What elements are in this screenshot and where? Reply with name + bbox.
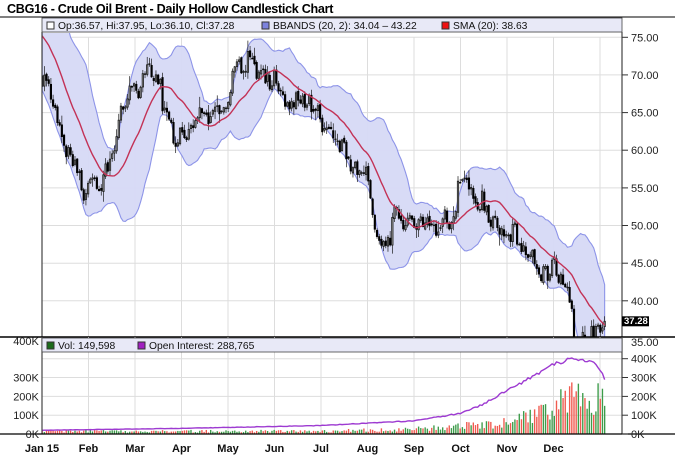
svg-text:Aug: Aug [357,443,378,455]
svg-text:400K: 400K [13,336,39,348]
svg-text:100K: 100K [13,410,39,422]
svg-text:55.00: 55.00 [631,183,659,195]
svg-text:Feb: Feb [79,443,99,455]
svg-text:Jun: Jun [265,443,285,455]
svg-text:Vol: 149,598: Vol: 149,598 [58,341,116,352]
svg-text:37.28: 37.28 [624,316,648,327]
svg-text:100K: 100K [631,410,657,422]
svg-text:300K: 300K [631,373,657,385]
svg-text:Jan 15: Jan 15 [25,443,59,455]
svg-text:Nov: Nov [497,443,519,455]
svg-text:70.00: 70.00 [631,70,659,82]
svg-text:40.00: 40.00 [631,296,659,308]
svg-text:65.00: 65.00 [631,108,659,120]
svg-text:Jul: Jul [313,443,329,455]
svg-text:200K: 200K [13,391,39,403]
svg-text:400K: 400K [631,354,657,366]
svg-text:60.00: 60.00 [631,145,659,157]
svg-text:Open Interest: 288,765: Open Interest: 288,765 [149,341,255,352]
svg-text:0K: 0K [631,429,645,441]
svg-text:200K: 200K [631,391,657,403]
svg-text:BBANDS (20, 2): 34.04 – 43.22: BBANDS (20, 2): 34.04 – 43.22 [273,21,417,32]
svg-text:50.00: 50.00 [631,221,659,233]
svg-text:Oct: Oct [451,443,470,455]
svg-text:Mar: Mar [125,443,145,455]
svg-text:0K: 0K [26,429,40,441]
svg-text:Op:36.57, Hi:37.95, Lo:36.10,: Op:36.57, Hi:37.95, Lo:36.10, Cl:37.28 [58,21,235,32]
svg-text:75.00: 75.00 [631,32,659,44]
svg-text:Apr: Apr [172,443,192,455]
svg-text:May: May [217,443,239,455]
svg-text:Sep: Sep [404,443,424,455]
svg-text:300K: 300K [13,373,39,385]
svg-text:45.00: 45.00 [631,258,659,270]
svg-text:CBG16 - Crude Oil Brent - Dail: CBG16 - Crude Oil Brent - Daily Hollow C… [7,2,334,16]
svg-text:SMA (20): 38.63: SMA (20): 38.63 [453,21,528,32]
svg-text:35.00: 35.00 [631,337,659,349]
svg-text:Dec: Dec [543,443,563,455]
